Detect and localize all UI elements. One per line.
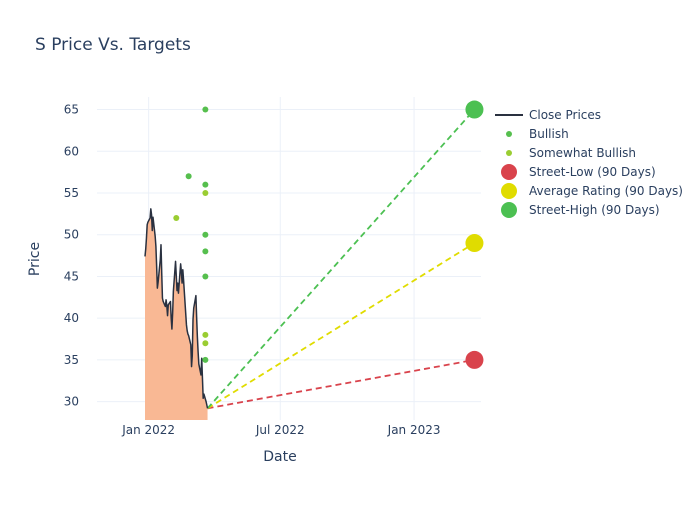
y-tick-label: 60 [64,144,79,158]
x-axis-ticks: Jan 2022 Jul 2022 Jan 2023 [121,423,440,437]
y-axis-label: Price [27,242,43,276]
legend-label: Average Rating (90 Days) [529,184,683,198]
target-marker [465,100,484,119]
target-line [206,108,476,409]
legend-marker-swatch [501,183,517,199]
rating-point [202,273,209,280]
y-tick-label: 50 [64,228,79,242]
legend-label: Street-High (90 Days) [529,203,660,217]
rating-point [202,331,209,338]
legend-marker-swatch [501,164,517,180]
rating-point [202,231,209,238]
rating-point [202,340,209,347]
close-price-line [144,208,209,409]
x-tick-label: Jan 2022 [121,423,175,437]
close-price-series [144,208,209,409]
rating-point [202,248,209,255]
y-tick-label: 35 [64,353,79,367]
rating-point [185,173,192,180]
legend-label: Street-Low (90 Days) [529,165,656,179]
legend-item: Close Prices [495,108,601,122]
target-marker [465,234,484,253]
target-marker [465,350,484,369]
close-price-area [145,208,208,420]
legend-item: Somewhat Bullish [506,146,636,160]
rating-point [202,181,209,188]
y-tick-label: 45 [64,269,79,283]
x-tick-label: Jul 2022 [255,423,305,437]
target-line [207,242,475,410]
y-tick-label: 30 [64,395,79,409]
chart-title: S Price Vs. Targets [35,35,191,55]
close-price-fill [145,208,208,420]
x-axis-label: Date [263,449,296,465]
rating-point [202,356,209,363]
legend-label: Bullish [529,127,569,141]
legend-dot-swatch [506,131,512,137]
rating-points [173,100,484,369]
x-tick-label: Jan 2023 [387,423,441,437]
legend-label: Somewhat Bullish [529,146,636,160]
target-lines [206,108,476,410]
legend-label: Close Prices [529,108,601,122]
rating-point [202,189,209,196]
y-tick-label: 40 [64,311,79,325]
legend-marker-swatch [501,202,517,218]
legend-item: Street-Low (90 Days) [501,164,656,180]
legend-item: Street-High (90 Days) [501,202,660,218]
y-axis-ticks: 30 35 40 45 50 55 60 65 [64,103,79,409]
rating-point [173,215,180,222]
target-line [207,359,475,410]
legend: Close Prices Bullish Somewhat Bullish Stree… [495,108,683,218]
legend-item: Bullish [506,127,569,141]
legend-item: Average Rating (90 Days) [501,183,683,199]
y-tick-label: 55 [64,186,79,200]
y-tick-label: 65 [64,103,79,117]
legend-dot-swatch [506,150,512,156]
rating-point [202,106,209,113]
